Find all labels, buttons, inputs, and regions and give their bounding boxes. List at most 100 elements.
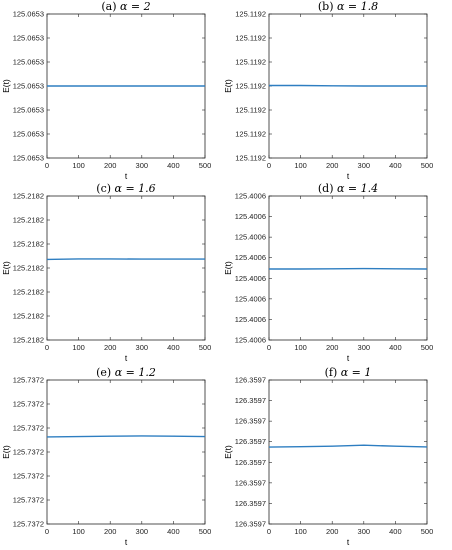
y-tick-label: 125.1192 xyxy=(235,82,266,91)
x-tick-label: 0 xyxy=(267,161,271,170)
panel-title-param: α = 1.6 xyxy=(115,182,156,195)
plot-frame xyxy=(46,195,206,341)
y-tick-label: 125.0653 xyxy=(13,106,44,115)
y-tick-label: 125.4006 xyxy=(235,294,266,303)
y-tick-label: 125.7372 xyxy=(13,520,44,529)
x-tick-label: 200 xyxy=(104,161,117,170)
x-tick-label: 400 xyxy=(389,161,402,170)
y-axis-label: E(t) xyxy=(1,261,11,275)
series-line xyxy=(268,444,428,448)
y-tick-label: 125.2182 xyxy=(13,264,44,273)
x-axis-label: t xyxy=(347,537,350,547)
y-tick-label: 125.1192 xyxy=(235,34,266,43)
y-tick-label: 125.7372 xyxy=(13,376,44,385)
y-tick-label: 125.2182 xyxy=(13,192,44,201)
panel-title: (b) α = 1.8 xyxy=(318,0,378,13)
y-tick-label: 125.0653 xyxy=(13,130,44,139)
panel-title: (f) α = 1 xyxy=(325,366,372,379)
y-tick-label: 125.0653 xyxy=(13,10,44,19)
y-tick-label: 125.4006 xyxy=(235,336,266,345)
x-tick-label: 0 xyxy=(45,343,49,352)
panel-title: (d) α = 1.4 xyxy=(318,182,378,195)
x-tick-label: 500 xyxy=(199,161,212,170)
x-tick-label: 0 xyxy=(45,161,49,170)
y-tick-label: 125.1192 xyxy=(235,58,266,67)
panel-title: (a) α = 2 xyxy=(101,0,150,13)
x-tick-label: 100 xyxy=(72,343,85,352)
y-axis-label: E(t) xyxy=(223,261,233,275)
panel-5: (e) α = 1.2 125.7372 125.7372 125.7372 125.7… xyxy=(1,366,211,547)
x-tick-label: 0 xyxy=(45,527,49,536)
x-tick-label: 500 xyxy=(199,343,212,352)
y-tick-label: 125.2182 xyxy=(13,336,44,345)
y-tick-label: 125.4006 xyxy=(235,192,266,201)
series-line xyxy=(269,84,427,87)
y-tick-label: 125.2182 xyxy=(13,288,44,297)
y-tick-label: 125.0653 xyxy=(13,82,44,91)
x-tick-label: 200 xyxy=(104,527,117,536)
panel-title-label: (c) xyxy=(96,182,114,195)
y-tick-label: 125.7372 xyxy=(13,448,44,457)
x-tick-label: 200 xyxy=(326,527,339,536)
panel-title-param: α = 1.2 xyxy=(115,366,156,379)
x-tick-label: 200 xyxy=(104,343,117,352)
panel-6: (f) α = 1 126.3597 126.3597 126.3597 126.359… xyxy=(223,366,433,547)
x-axis-label: t xyxy=(347,171,350,181)
y-tick-label: 125.2182 xyxy=(13,216,44,225)
y-tick-label: 125.4006 xyxy=(235,315,266,324)
y-tick-label: 125.7372 xyxy=(13,472,44,481)
x-tick-label: 300 xyxy=(136,527,149,536)
panel-title-label: (a) xyxy=(101,0,120,13)
x-axis-label: t xyxy=(125,353,128,363)
x-tick-label: 500 xyxy=(421,161,434,170)
x-tick-label: 400 xyxy=(167,161,180,170)
panel-4: (d) α = 1.4 125.4006 125.4006 125.4006 125.4… xyxy=(223,182,433,363)
plot-frame xyxy=(268,379,428,525)
y-tick-label: 126.3597 xyxy=(235,417,266,426)
y-tick-label: 125.1192 xyxy=(235,130,266,139)
y-tick-label: 126.3597 xyxy=(235,396,266,405)
y-tick-label: 125.4006 xyxy=(235,233,266,242)
y-tick-label: 125.7372 xyxy=(13,400,44,409)
y-tick-label: 126.3597 xyxy=(235,458,266,467)
x-tick-label: 100 xyxy=(294,343,307,352)
y-tick-label: 126.3597 xyxy=(235,376,266,385)
panel-title-label: (f) xyxy=(325,366,341,379)
panel-title-label: (d) xyxy=(318,182,337,195)
x-tick-label: 300 xyxy=(358,161,371,170)
y-axis-label: E(t) xyxy=(1,79,11,93)
plot-frame xyxy=(46,379,206,525)
x-tick-label: 500 xyxy=(421,527,434,536)
y-tick-label: 125.0653 xyxy=(13,154,44,163)
x-tick-label: 0 xyxy=(267,527,271,536)
x-tick-label: 100 xyxy=(294,527,307,536)
y-axis-label: E(t) xyxy=(223,445,233,459)
y-tick-label: 125.1192 xyxy=(235,154,266,163)
y-tick-label: 125.7372 xyxy=(13,424,44,433)
y-tick-label: 125.4006 xyxy=(235,253,266,262)
x-tick-label: 300 xyxy=(136,343,149,352)
x-tick-label: 100 xyxy=(72,161,85,170)
panel-title-label: (b) xyxy=(318,0,337,13)
panel-3: (c) α = 1.6 125.2182 125.2182 125.2182 125.2… xyxy=(1,182,211,363)
x-axis-label: t xyxy=(347,353,350,363)
x-tick-label: 100 xyxy=(72,527,85,536)
x-tick-label: 400 xyxy=(389,527,402,536)
y-tick-label: 125.4006 xyxy=(235,274,266,283)
panel-1: (a) α = 2 125.0653 125.0653 125.0653 125.065… xyxy=(1,0,211,181)
panel-title-param: α = 1.4 xyxy=(337,182,378,195)
y-tick-label: 125.0653 xyxy=(13,58,44,67)
y-axis-label: E(t) xyxy=(1,445,11,459)
series-line xyxy=(46,435,206,438)
x-tick-label: 400 xyxy=(167,343,180,352)
y-tick-label: 125.0653 xyxy=(13,34,44,43)
y-tick-label: 125.1192 xyxy=(235,106,266,115)
y-tick-label: 126.3597 xyxy=(235,437,266,446)
y-tick-label: 126.3597 xyxy=(235,478,266,487)
y-tick-label: 125.7372 xyxy=(13,496,44,505)
y-tick-label: 125.1192 xyxy=(235,10,266,19)
x-tick-label: 100 xyxy=(294,161,307,170)
panel-title: (c) α = 1.6 xyxy=(96,182,155,195)
plot-frame xyxy=(268,195,428,341)
